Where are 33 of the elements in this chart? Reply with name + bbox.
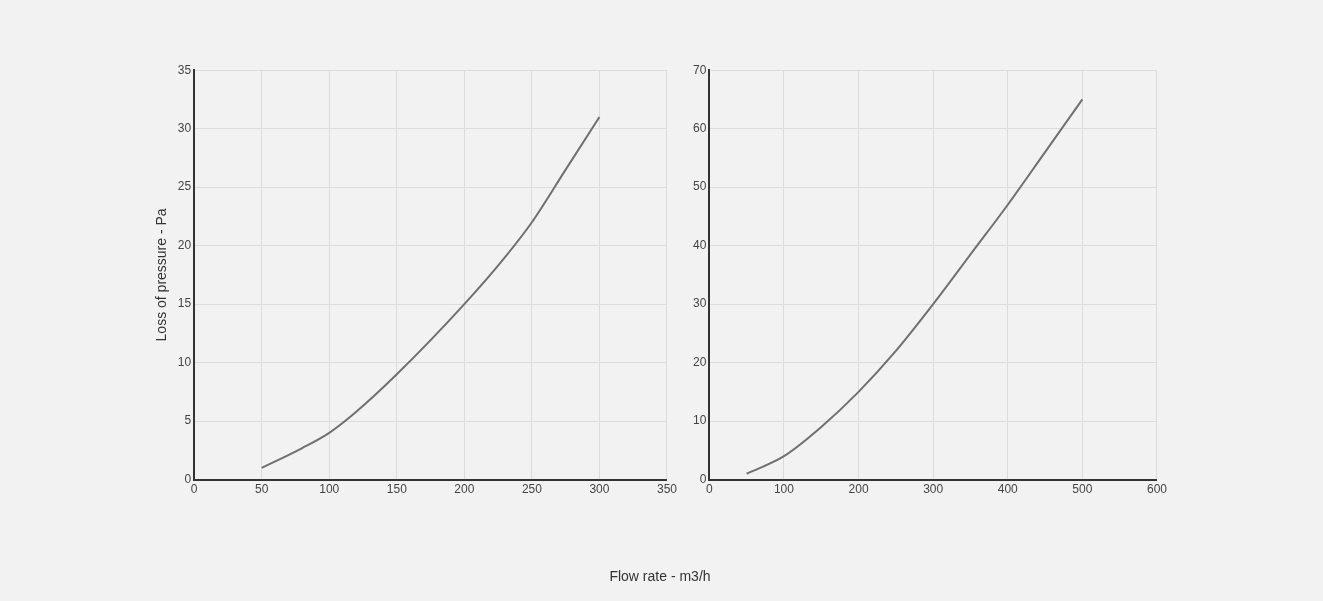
x-tick-label: 600 <box>1146 482 1168 497</box>
line-series <box>260 115 601 469</box>
x-tick-label: 500 <box>1072 482 1093 497</box>
x-tick-label: 300 <box>923 482 944 497</box>
x-tick-label: 250 <box>521 482 543 497</box>
y-tick-label: 10 <box>692 413 707 428</box>
y-tick-label: 15 <box>177 296 192 311</box>
y-tick-label: 60 <box>692 121 707 135</box>
y-tick-label: 5 <box>184 413 192 428</box>
y-tick-label: 20 <box>177 237 192 252</box>
line-series <box>745 98 1084 475</box>
y-tick-label: 10 <box>177 354 192 369</box>
x-tick-label: 200 <box>454 482 475 497</box>
x-tick-label: 400 <box>997 482 1019 497</box>
y-tick-label: 0 <box>184 471 192 486</box>
y-tick-label: 40 <box>692 237 707 252</box>
y-tick-label: 30 <box>692 296 707 311</box>
y-axis-title: Loss of pressure - Pa <box>153 208 170 342</box>
y-tick-label: 35 <box>177 62 192 77</box>
y-tick-label: 0 <box>699 471 707 486</box>
y-tick-label: 50 <box>692 179 707 194</box>
x-tick-label: 100 <box>773 482 795 497</box>
y-tick-label: 20 <box>692 354 707 369</box>
x-tick-label: 300 <box>589 482 610 497</box>
x-tick-label: 350 <box>656 482 678 497</box>
x-tick-label: 200 <box>848 482 869 497</box>
x-tick-label: 100 <box>319 482 340 497</box>
y-tick-label: 30 <box>177 121 192 135</box>
x-tick-label: 150 <box>386 482 408 497</box>
x-axis-title: Flow rate - m3/h <box>608 568 712 584</box>
y-tick-label: 70 <box>692 62 707 77</box>
y-tick-label: 25 <box>177 179 192 194</box>
x-tick-label: 50 <box>255 482 269 497</box>
